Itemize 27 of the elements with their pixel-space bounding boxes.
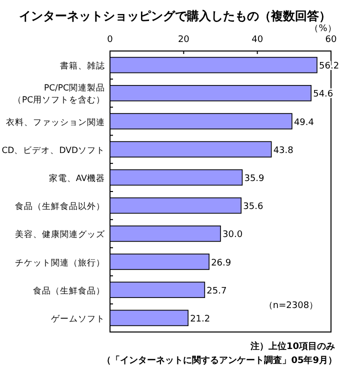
data-label: 30.0	[222, 230, 243, 240]
annotation: （n=2308）	[264, 301, 318, 311]
data-label: 25.7	[206, 286, 227, 296]
y-tick-label: 書籍、雑誌	[60, 60, 105, 72]
data-label: 35.9	[244, 174, 265, 184]
y-tick-label: 食品（生鮮食品）	[33, 285, 105, 296]
y-tick-label: 家電、AV機器	[48, 172, 105, 184]
y-tick-label: 食品（生鮮食品以外）	[15, 201, 105, 212]
y-tick-label: 衣料、ファッション関連	[6, 116, 105, 128]
data-label: 49.4	[294, 118, 314, 128]
chart-title: インターネットショッピングで購入したもの（複数回答）	[19, 9, 331, 23]
x-tick-label: 40	[252, 35, 264, 45]
x-tick-label: 60	[325, 35, 337, 45]
data-label: 26.9	[211, 258, 232, 268]
text: 注）上位10項目のみ	[249, 341, 335, 352]
data-label: 43.8	[273, 146, 294, 156]
y-tick-label: 美容、健康関連グッズ	[15, 229, 106, 240]
x-tick-label: 0	[107, 35, 114, 45]
data-label: 21.2	[190, 314, 210, 324]
y-tick-label: PC/PC関連製品（PC用ソフトを含む）	[12, 82, 105, 106]
x-tick-label: 20	[178, 35, 190, 45]
data-label: 35.6	[243, 202, 264, 212]
y-tick-label: CD、ビデオ、DVDソフト	[2, 144, 105, 156]
y-tick-label: ゲームソフト	[51, 313, 105, 324]
text: （「インターネットに関するアンケート調査」05年9月）	[102, 355, 337, 366]
x-axis-title: （%）	[310, 24, 336, 34]
y-tick-label: チケット関連（旅行）	[15, 257, 105, 268]
